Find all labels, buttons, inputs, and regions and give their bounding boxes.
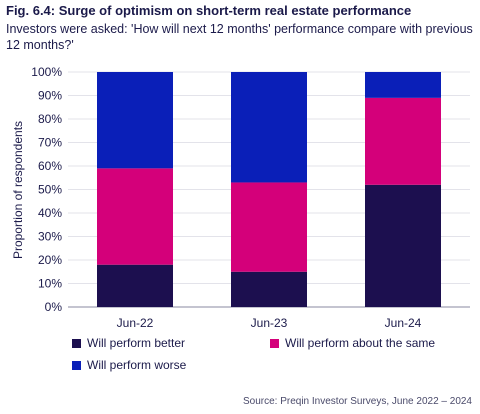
legend-item-better: Will perform better — [72, 336, 185, 350]
legend-label-worse: Will perform worse — [87, 358, 187, 372]
y-tick-label: 80% — [38, 112, 62, 126]
bar-jun-23-series-2 — [231, 72, 307, 183]
y-tick-label: 10% — [38, 277, 62, 291]
bar-jun-24-series-2 — [365, 72, 441, 98]
bar-jun-22-series-0 — [97, 264, 173, 307]
bars — [97, 72, 441, 307]
chart-title: Fig. 6.4: Surge of optimism on short-ter… — [6, 3, 412, 18]
y-tick-label: 0% — [45, 300, 63, 314]
legend-item-same: Will perform about the same — [270, 336, 435, 350]
x-axis-ticks: Jun-22 Jun-23 Jun-24 — [117, 316, 422, 330]
legend-item-worse: Will perform worse — [72, 358, 186, 372]
legend-swatch-worse — [72, 360, 81, 370]
x-tick-label: Jun-22 — [117, 316, 154, 330]
x-tick-label: Jun-24 — [385, 316, 422, 330]
bar-jun-22-series-1 — [97, 168, 173, 265]
y-tick-label: 40% — [38, 206, 62, 220]
legend-swatch-better — [72, 338, 81, 348]
legend-swatch-same — [270, 338, 279, 348]
source-note: Source: Preqin Investor Surveys, June 20… — [242, 396, 472, 407]
y-tick-label: 70% — [38, 136, 62, 150]
y-axis-label: Proportion of respondents — [11, 121, 25, 259]
bar-jun-23-series-0 — [231, 271, 307, 307]
y-axis-ticks: 0% 10% 20% 30% 40% 50% 60% 70% 80% 90% 100% — [31, 65, 62, 314]
chart-subtitle: Investors were asked: 'How will next 12 … — [6, 22, 473, 52]
y-tick-label: 90% — [38, 89, 62, 103]
bar-jun-24-series-0 — [365, 184, 441, 307]
bar-jun-24-series-1 — [365, 97, 441, 185]
y-tick-label: 60% — [38, 159, 62, 173]
y-tick-label: 50% — [38, 183, 62, 197]
bar-jun-23-series-1 — [231, 182, 307, 272]
legend-label-better: Will perform better — [87, 336, 186, 350]
x-tick-label: Jun-23 — [251, 316, 288, 330]
y-tick-label: 100% — [31, 65, 62, 79]
bar-jun-22-series-2 — [97, 72, 173, 169]
y-tick-label: 30% — [38, 230, 62, 244]
legend-label-same: Will perform about the same — [285, 336, 436, 350]
y-tick-label: 20% — [38, 253, 62, 267]
